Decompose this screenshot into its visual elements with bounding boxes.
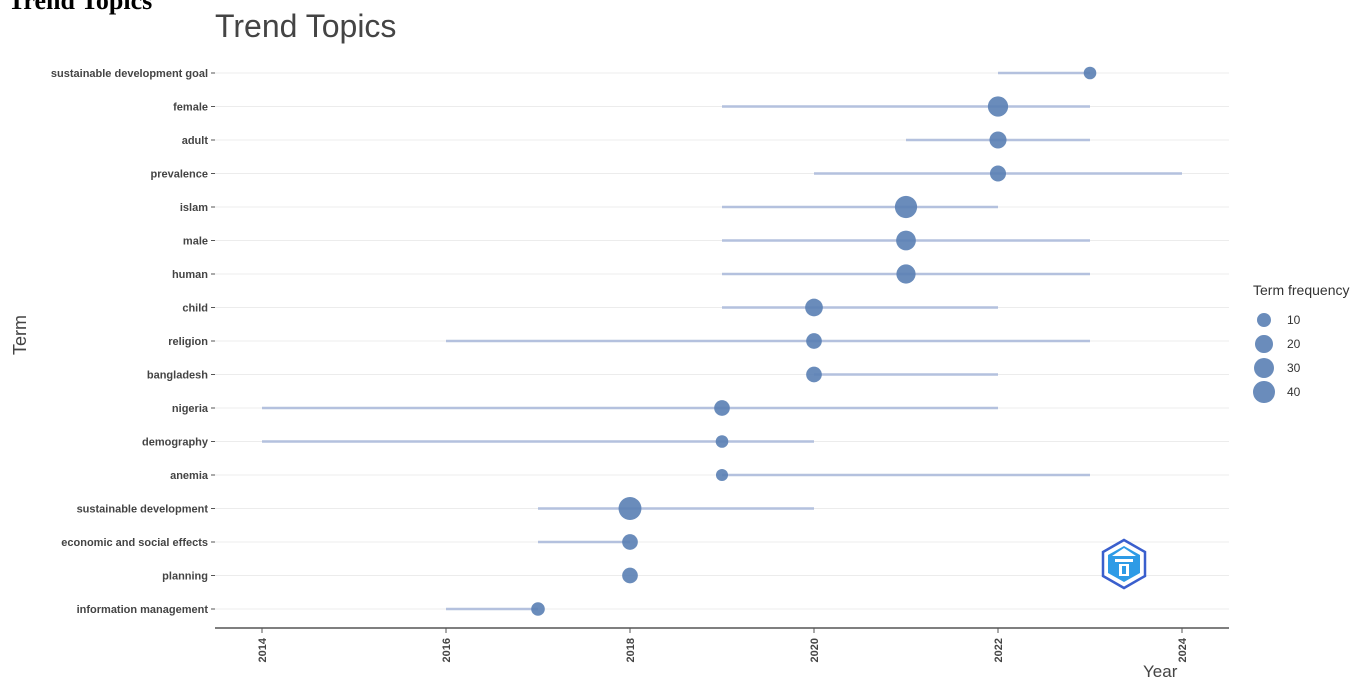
term-point xyxy=(894,195,918,219)
logo-icon xyxy=(1101,538,1147,590)
y-tick-label: male xyxy=(183,236,208,248)
legend-item: 30 xyxy=(1253,356,1349,380)
term-point xyxy=(618,497,642,520)
legend-key xyxy=(1253,380,1275,404)
legend-dot xyxy=(1256,312,1272,328)
x-tick-label: 2024 xyxy=(1177,637,1189,662)
legend-label: 40 xyxy=(1287,385,1301,399)
y-tick-label: bangladesh xyxy=(147,370,208,382)
legend-label: 20 xyxy=(1287,337,1301,351)
term-point xyxy=(715,435,729,448)
term-point xyxy=(714,400,730,416)
term-point xyxy=(622,567,638,584)
y-tick-label: planning xyxy=(162,571,208,583)
y-tick-label: economic and social effects xyxy=(61,537,208,549)
y-tick-label: human xyxy=(172,269,208,281)
x-tick-label: 2018 xyxy=(625,638,637,662)
legend-dot xyxy=(1255,335,1273,353)
x-tick-label: 2016 xyxy=(441,638,453,662)
chart-title: Trend Topics xyxy=(215,8,397,44)
y-tick-label: anemia xyxy=(170,470,209,482)
term-point xyxy=(622,534,638,550)
x-tick-label: 2022 xyxy=(993,638,1005,662)
legend-item: 10 xyxy=(1253,308,1349,332)
term-point xyxy=(531,602,545,616)
term-point xyxy=(989,131,1007,149)
x-tick-label: 2014 xyxy=(257,637,269,662)
legend-title: Term frequency xyxy=(1253,282,1350,298)
legend-dot xyxy=(1253,380,1275,404)
legend-label: 30 xyxy=(1287,361,1301,375)
legend-label: 10 xyxy=(1287,313,1301,327)
legend-items: 10 20 30 40 xyxy=(1253,308,1349,404)
legend-item: 20 xyxy=(1253,332,1349,356)
y-tick-label: child xyxy=(182,303,208,315)
term-point xyxy=(987,96,1009,117)
term-point xyxy=(806,333,822,349)
term-point xyxy=(806,366,822,383)
term-point xyxy=(805,298,823,317)
term-point xyxy=(989,165,1007,182)
legend: Term frequency 10 20 30 40 xyxy=(1253,282,1349,404)
legend-dot xyxy=(1253,357,1275,379)
y-tick-label: sustainable development goal xyxy=(51,68,208,80)
y-tick-label: adult xyxy=(182,135,209,147)
term-point xyxy=(896,264,916,284)
legend-key xyxy=(1253,357,1275,379)
y-tick-label: nigeria xyxy=(172,403,209,415)
y-tick-label: islam xyxy=(180,202,208,214)
x-axis-title: Year xyxy=(1143,662,1178,681)
y-tick-label: religion xyxy=(168,336,208,348)
y-tick-label: demography xyxy=(142,437,209,449)
legend-item: 40 xyxy=(1253,380,1349,404)
page-heading: Trend Topics xyxy=(8,0,153,15)
x-tick-label: 2020 xyxy=(809,638,821,662)
y-tick-label: female xyxy=(173,102,208,114)
y-tick-label: information management xyxy=(77,604,209,616)
y-tick-label: sustainable development xyxy=(77,504,209,516)
legend-key xyxy=(1253,335,1275,353)
y-tick-label: prevalence xyxy=(151,169,208,181)
term-point xyxy=(715,468,729,482)
term-point xyxy=(1083,66,1097,80)
term-point xyxy=(896,230,916,251)
legend-key xyxy=(1253,312,1275,328)
